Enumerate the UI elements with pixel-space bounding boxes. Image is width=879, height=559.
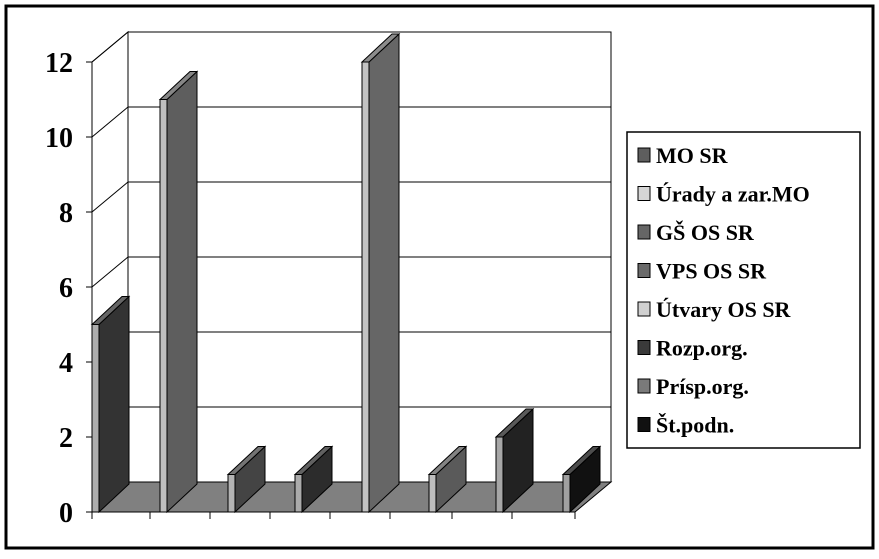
legend: MO SR Úrady a zar.MO GŠ OS SR VPS OS SR Útva… [626, 131, 861, 449]
y-tick-label: 4 [59, 348, 73, 379]
bar-front [91, 324, 100, 513]
legend-label: Útvary OS SR [656, 297, 792, 322]
gridline-side [91, 106, 129, 138]
legend-label: Úrady a zar.MO [656, 182, 810, 207]
bar [494, 407, 535, 514]
plot-area: 0 2 4 6 8 10 12 [45, 30, 613, 529]
legend-swatch [637, 417, 651, 432]
gridline-side [91, 31, 129, 63]
bar-front [428, 474, 437, 513]
legend-label: MO SR [656, 143, 729, 168]
y-tick-label: 8 [59, 198, 73, 229]
bar [427, 445, 468, 514]
bar-front [294, 474, 303, 513]
y-tick-label: 0 [59, 498, 73, 529]
bar [293, 445, 334, 514]
legend-label: Št.podn. [656, 413, 734, 438]
legend-swatch [637, 263, 651, 278]
bar-side [98, 295, 130, 514]
gridline-side [91, 181, 129, 213]
legend-label: VPS OS SR [656, 259, 767, 284]
gridline-side [91, 256, 129, 288]
bar [158, 70, 199, 514]
legend-label: Prísp.org. [656, 374, 749, 399]
bar [561, 445, 602, 514]
legend-swatch [637, 224, 651, 240]
y-tick-label: 10 [45, 123, 73, 154]
legend-swatch [637, 186, 651, 201]
bar [226, 445, 267, 514]
bar-front [361, 61, 370, 513]
y-tick-label: 12 [45, 48, 73, 79]
bar-side [368, 32, 400, 514]
legend-box [626, 131, 861, 449]
bar-front [227, 474, 236, 513]
legend-swatch [637, 378, 651, 394]
bar [360, 32, 401, 514]
bar-side [166, 70, 198, 514]
y-tick-label: 6 [59, 273, 73, 304]
legend-swatch [637, 301, 651, 317]
legend-swatch [637, 340, 651, 355]
bar-front [562, 474, 571, 513]
bar-front [495, 436, 504, 513]
y-tick-label: 2 [59, 423, 73, 454]
bar [90, 295, 131, 514]
bar-front [159, 99, 168, 513]
legend-swatch [637, 147, 651, 163]
legend-label: Rozp.org. [656, 336, 748, 361]
legend-label: GŠ OS SR [656, 220, 755, 245]
